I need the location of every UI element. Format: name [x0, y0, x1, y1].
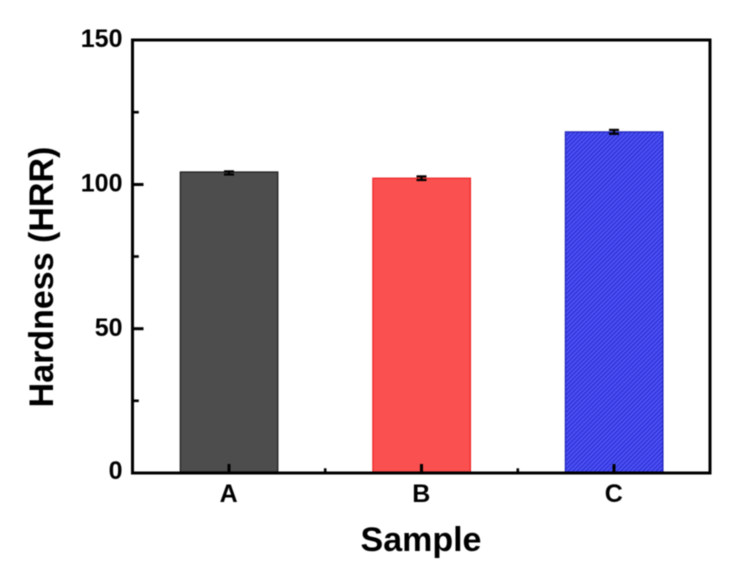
svg-text:A: A [220, 480, 238, 508]
svg-text:C: C [605, 480, 623, 508]
svg-text:100: 100 [81, 170, 123, 198]
svg-text:B: B [412, 480, 430, 508]
svg-text:50: 50 [95, 314, 123, 342]
svg-text:150: 150 [81, 25, 123, 53]
svg-text:0: 0 [109, 457, 123, 485]
svg-text:Sample: Sample [361, 521, 482, 559]
svg-text:Hardness (HRR): Hardness (HRR) [23, 147, 61, 408]
